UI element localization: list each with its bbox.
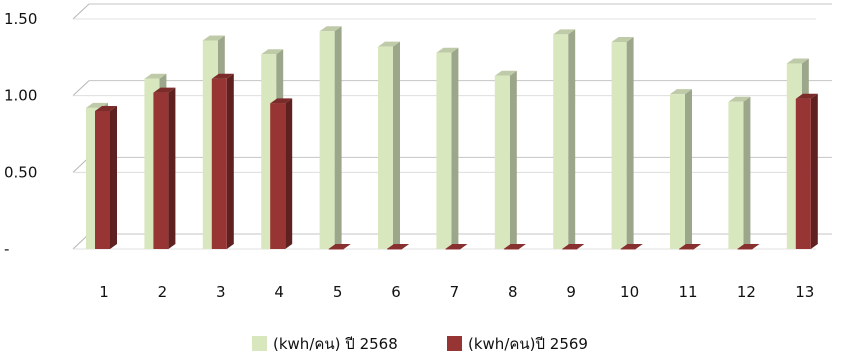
- x-tick-label: 11: [678, 283, 697, 301]
- bar-series-2-category-3: [211, 73, 234, 249]
- bar-series-2-category-2: [153, 87, 176, 249]
- y-tick-label: 1.50: [4, 10, 37, 28]
- legend-label-series-2: (kwh/คน)ปี 2569: [468, 335, 588, 353]
- bar-series-1-category-10: [611, 37, 634, 249]
- x-tick-label: 2: [158, 283, 168, 301]
- bar-series-1-category-5: [319, 26, 342, 250]
- legend-swatch-series-2: [447, 336, 462, 351]
- bar-series-2-category-8: [503, 244, 526, 250]
- gridline: [72, 3, 832, 20]
- x-tick-label: 10: [620, 283, 639, 301]
- legend-swatch-series-1: [252, 336, 267, 351]
- bar-series-2-category-6: [387, 244, 409, 250]
- bar-series-1-category-11: [670, 89, 692, 249]
- bar-series-2-category-5: [328, 244, 351, 250]
- x-tick-label: 7: [450, 283, 460, 301]
- x-tick-label: 13: [795, 283, 814, 301]
- y-tick-label: -: [4, 240, 9, 258]
- x-tick-label: 6: [391, 283, 401, 301]
- bars: [86, 26, 818, 250]
- y-tick-label: 1.00: [4, 87, 37, 105]
- bar-series-1-category-6: [378, 41, 400, 249]
- bar-series-2-category-10: [620, 244, 643, 250]
- bar-series-2-category-11: [679, 244, 701, 250]
- legend-item-series-2: (kwh/คน)ปี 2569: [447, 335, 588, 353]
- x-tick-label: 8: [508, 283, 518, 301]
- x-axis-ticks: 1 2 3 4 5 6 7 8 9 10 11 12 13: [99, 283, 814, 301]
- x-tick-label: 4: [274, 283, 284, 301]
- bar-series-2-category-7: [445, 244, 468, 250]
- bar-series-2-category-4: [270, 98, 293, 249]
- x-tick-label: 5: [333, 283, 343, 301]
- legend: (kwh/คน) ปี 2568 (kwh/คน)ปี 2569: [252, 335, 588, 353]
- legend-item-series-1: (kwh/คน) ปี 2568: [252, 335, 398, 353]
- x-tick-label: 3: [216, 283, 226, 301]
- x-tick-label: 12: [737, 283, 756, 301]
- bar-series-1-category-12: [728, 96, 751, 249]
- legend-label-series-1: (kwh/คน) ปี 2568: [273, 335, 398, 353]
- bar-series-2-category-9: [562, 244, 585, 250]
- bar-series-2-category-12: [737, 244, 760, 250]
- bar-series-1-category-7: [436, 47, 459, 249]
- bar-series-2-category-1: [95, 106, 117, 249]
- bar-series-1-category-9: [553, 29, 576, 250]
- x-tick-label: 1: [99, 283, 109, 301]
- bar-series-2-category-13: [795, 93, 818, 249]
- bar-series-1-category-8: [494, 70, 517, 249]
- y-tick-label: 0.50: [4, 163, 37, 181]
- y-axis-ticks: - 0.50 1.00 1.50: [4, 10, 37, 258]
- x-tick-label: 9: [566, 283, 576, 301]
